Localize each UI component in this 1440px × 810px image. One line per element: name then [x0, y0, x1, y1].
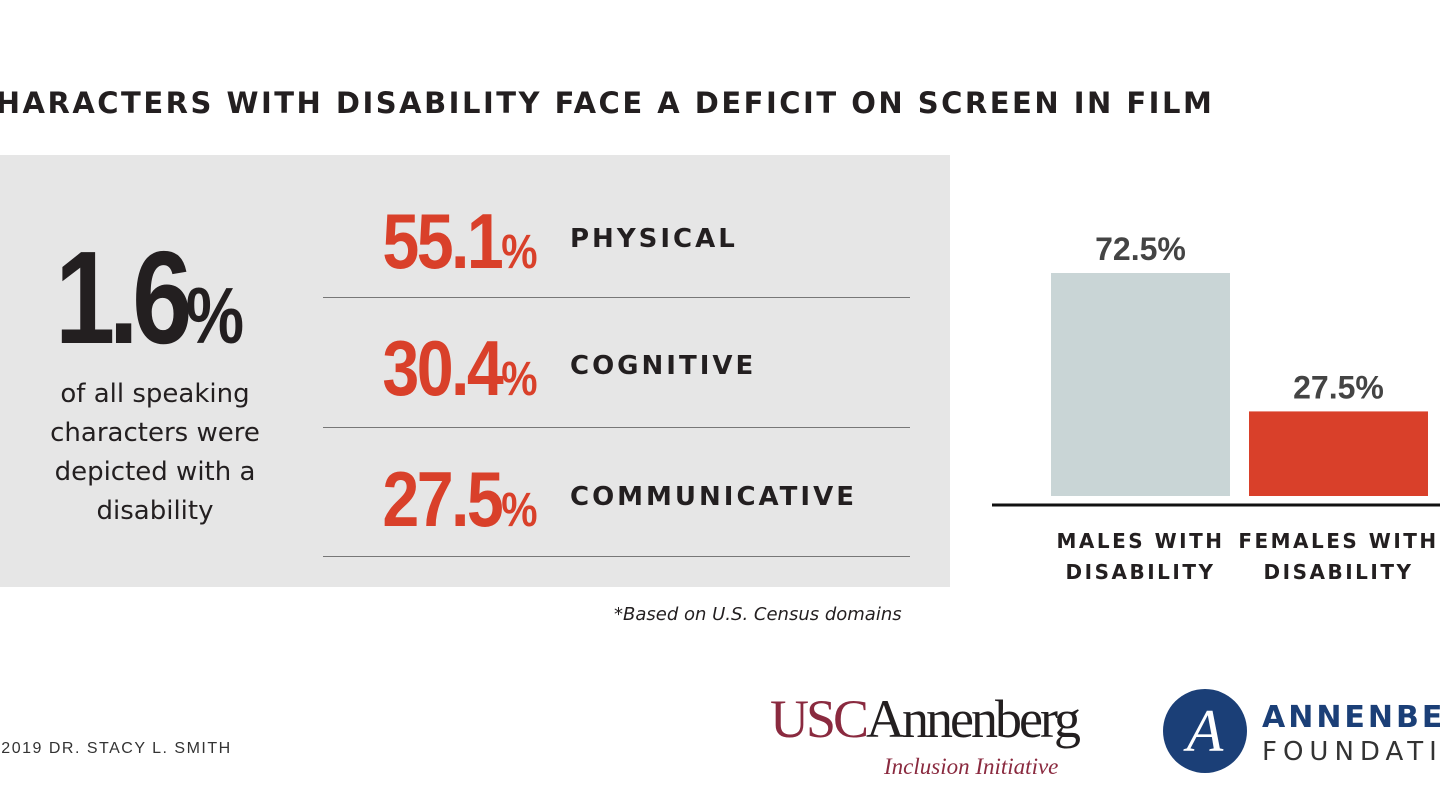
category-label: MALES WITH [1056, 529, 1224, 553]
headline-unit: % [185, 271, 245, 360]
type-row-cognitive: 30.4% COGNITIVE [323, 298, 910, 428]
stats-panel [0, 155, 950, 587]
annenberg-foundation-seal-icon: A [1163, 689, 1247, 773]
category-label: DISABILITY [1066, 560, 1216, 584]
headline-stat: 1.6% [55, 222, 244, 373]
headline-description: of all speaking characters were depicted… [50, 379, 260, 526]
footnote: *Based on U.S. Census domains [614, 604, 902, 625]
value-label: 72.5% [1095, 231, 1186, 267]
type-row-physical: 55.1% PHYSICAL [323, 168, 910, 298]
inclusion-initiative-text: Inclusion Initiative [884, 754, 1059, 779]
divider [323, 427, 910, 428]
type-label: COMMUNICATIVE [570, 482, 857, 512]
category-label: FEMALES WITH [1238, 529, 1438, 553]
category-label: DISABILITY [1264, 560, 1414, 584]
type-label: PHYSICAL [570, 224, 738, 254]
gender-bar-chart: 72.5% MALES WITH DISABILITY 27.5% FEMALES WI… [992, 231, 1440, 584]
type-row-communicative: 27.5% COMMUNICATIVE [323, 427, 910, 557]
page-title: CHARACTERS WITH DISABILITY FACE A DEFICI… [0, 86, 1215, 120]
type-value: 30.4% [381, 324, 537, 412]
copyright: ©2019 DR. STACY L. SMITH [0, 740, 232, 757]
type-value: 55.1% [381, 197, 537, 285]
headline-value: 1.6 [55, 224, 192, 371]
annenberg-foundation-name: ANNENBERG [1262, 700, 1440, 735]
divider [323, 297, 910, 298]
divider [323, 556, 910, 557]
usc-annenberg-logo: USCAnnenberg [770, 689, 1081, 749]
type-label: COGNITIVE [570, 351, 757, 381]
value-label: 27.5% [1293, 369, 1384, 405]
type-value: 27.5% [381, 455, 537, 543]
annenberg-foundation-sub: FOUNDATION [1262, 737, 1440, 767]
bar [1249, 411, 1428, 496]
bar [1051, 273, 1230, 496]
